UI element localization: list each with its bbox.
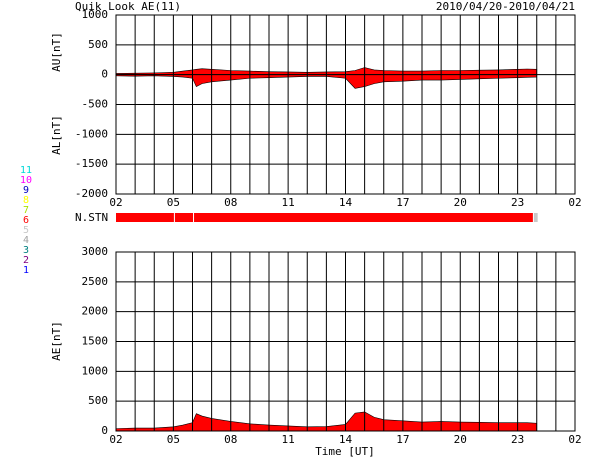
- date-range: 2010/04/20-2010/04/21: [436, 0, 575, 13]
- legend-label: 6: [23, 215, 29, 226]
- y-tick-label: 3000: [82, 245, 109, 258]
- station-segment: [116, 213, 174, 222]
- x-tick-label: 20: [454, 433, 467, 446]
- y-tick-label: 1000: [82, 364, 109, 377]
- y-tick-label: 0: [101, 424, 108, 437]
- x-tick-label: 05: [167, 196, 180, 209]
- legend-label: 2: [23, 255, 29, 266]
- strip-label: N.STN: [75, 211, 108, 224]
- y-tick-label: 500: [88, 38, 108, 51]
- y-tick-label: -2000: [75, 187, 108, 200]
- legend-label: 11: [20, 165, 32, 176]
- legend-label: 4: [23, 235, 29, 246]
- station-segment: [194, 213, 533, 222]
- x-tick-label: 02: [568, 196, 581, 209]
- x-tick-label: 08: [224, 196, 237, 209]
- y-tick-label: 1500: [82, 335, 109, 348]
- area: [115, 411, 538, 432]
- x-axis-title: Time [UT]: [315, 445, 375, 458]
- y-axis-title: AL[nT]: [50, 115, 63, 155]
- legend-label: 9: [23, 185, 29, 196]
- y-tick-label: 2000: [82, 305, 109, 318]
- y-axis-title: AU[nT]: [50, 32, 63, 72]
- station-segment: [533, 213, 538, 222]
- x-tick-label: 17: [396, 433, 409, 446]
- station-segment: [174, 213, 194, 222]
- y-tick-label: -1000: [75, 127, 108, 140]
- legend-label: 7: [23, 205, 29, 216]
- legend-label: 10: [20, 175, 32, 186]
- x-tick-label: 17: [396, 196, 409, 209]
- legend-label: 8: [23, 195, 29, 206]
- y-tick-label: 500: [88, 394, 108, 407]
- legend-label: 1: [23, 265, 29, 276]
- y-tick-label: 1000: [82, 8, 109, 21]
- plot-frame: [115, 14, 576, 195]
- chart-title: Quik Look AE(11): [75, 0, 181, 13]
- x-tick-label: 02: [109, 196, 122, 209]
- x-tick-label: 23: [511, 433, 524, 446]
- y-tick-label: 2500: [82, 275, 109, 288]
- x-tick-label: 08: [224, 433, 237, 446]
- y-axis-title: AE[nT]: [50, 321, 63, 361]
- y-tick-label: 0: [101, 68, 108, 81]
- x-tick-label: 20: [454, 196, 467, 209]
- x-tick-label: 23: [511, 196, 524, 209]
- x-tick-label: 11: [282, 433, 295, 446]
- x-tick-label: 11: [282, 196, 295, 209]
- area: [115, 74, 538, 89]
- x-tick-label: 02: [109, 433, 122, 446]
- y-tick-label: -500: [82, 98, 109, 111]
- plot-frame: [115, 251, 576, 432]
- x-tick-label: 14: [339, 196, 353, 209]
- legend-label: 5: [23, 225, 29, 236]
- x-tick-label: 02: [568, 433, 581, 446]
- y-tick-label: -1500: [75, 157, 108, 170]
- x-tick-label: 14: [339, 433, 353, 446]
- legend-label: 3: [23, 245, 29, 256]
- x-tick-label: 05: [167, 433, 180, 446]
- area: [115, 67, 538, 75]
